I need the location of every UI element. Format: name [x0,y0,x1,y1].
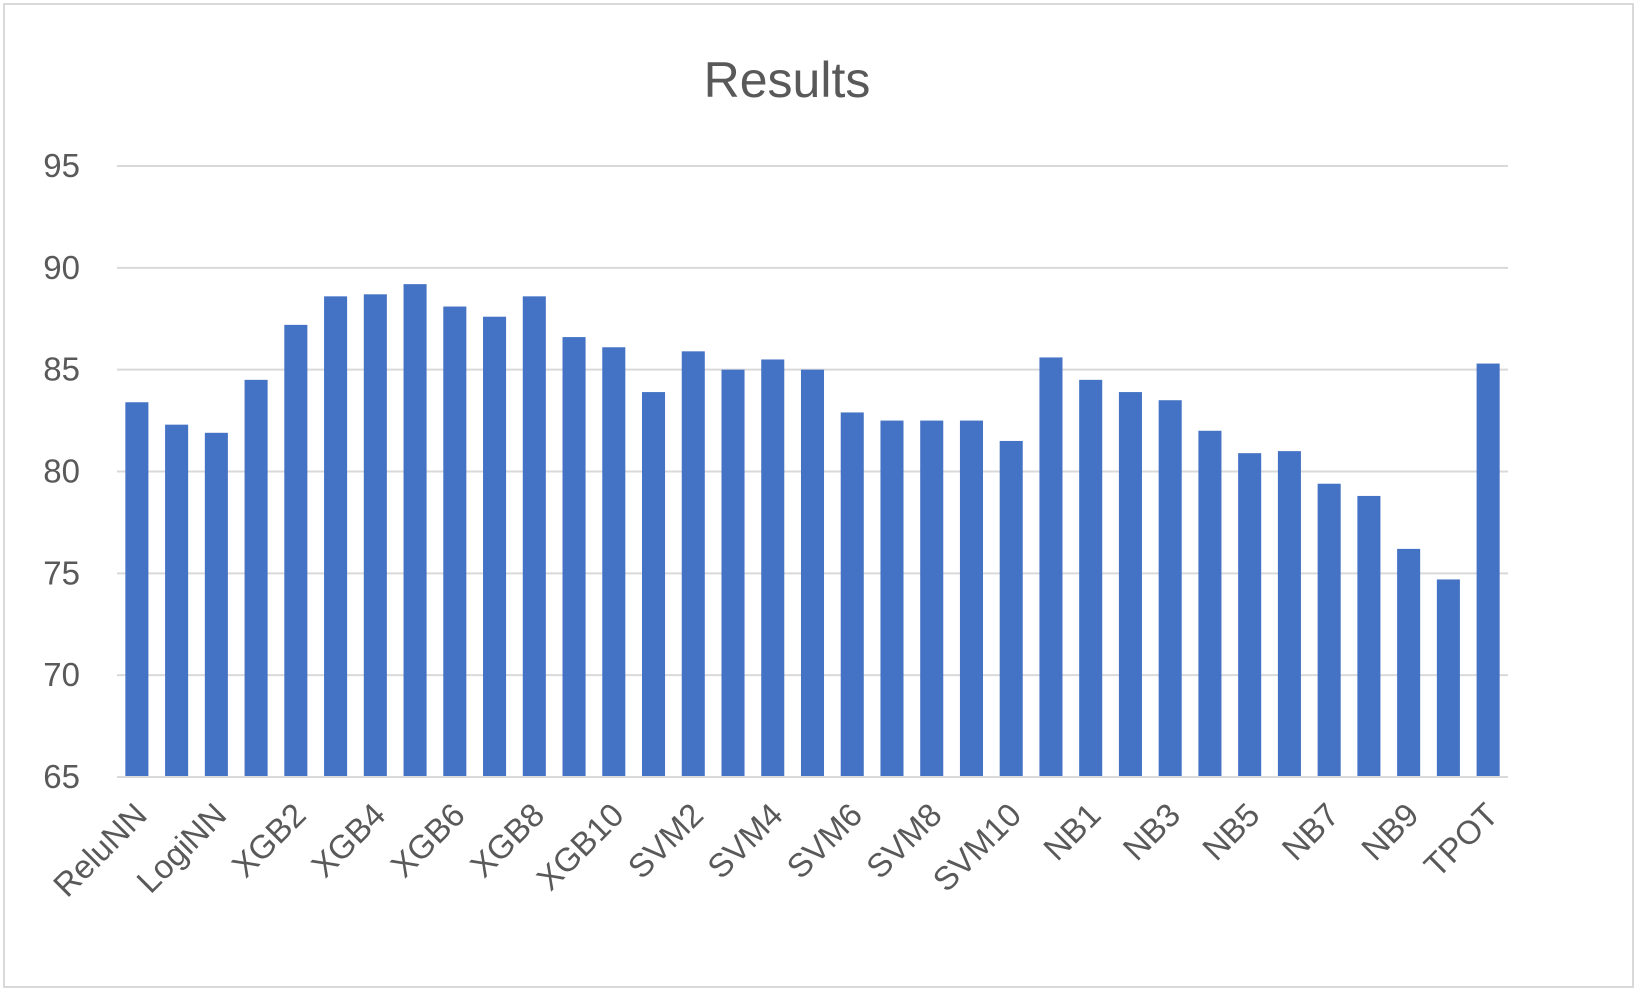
bar [204,432,228,777]
bar [1079,379,1103,777]
y-tick-label: 80 [43,453,80,490]
chart-title: Results [704,52,871,108]
bar [1198,430,1222,777]
bar [959,420,983,777]
bar [1476,363,1500,777]
bar [920,420,944,777]
bar [125,402,149,777]
x-tick-label: XGB2 [224,796,312,884]
bar [244,379,268,777]
bars [125,284,1500,777]
bar [1039,357,1063,777]
x-tick-label: XGB10 [529,796,630,897]
bar [800,369,825,777]
x-tick-label: NB1 [1036,796,1108,868]
bar [562,337,586,777]
bar [284,324,308,777]
bar [443,306,467,777]
x-tick-label: SVM6 [779,796,869,886]
x-tick-label: ReluNN [46,796,154,904]
bar [602,347,626,777]
bar [1277,451,1301,777]
x-tick-label: SVM4 [700,796,790,886]
bar [324,296,348,777]
bar [999,440,1023,777]
x-tick-label: XGB4 [304,796,392,884]
x-tick-label: XGB6 [383,796,471,884]
x-tick-label: NB3 [1116,796,1188,868]
bar [840,412,864,777]
bar [1397,548,1421,777]
bar [363,294,387,777]
x-tick-label: SVM10 [925,796,1028,899]
bar [642,392,666,777]
bar [721,369,745,777]
bar [1317,483,1341,777]
bar [1238,453,1262,777]
bar [880,420,904,777]
bar [1357,495,1381,777]
x-tick-label: NB5 [1195,796,1267,868]
bar [1158,400,1182,777]
x-tick-label: LogiNN [129,796,233,900]
y-tick-label: 70 [43,656,80,693]
x-tick-label: NB9 [1354,796,1426,868]
y-tick-label: 65 [43,758,80,795]
y-tick-label: 85 [43,351,80,388]
y-tick-label: 95 [43,147,80,184]
bar [1436,579,1460,777]
y-axis-tick-labels: 65 70 75 80 85 90 95 [43,147,80,795]
x-axis-tick-labels: ReluNNLogiNNXGB2XGB4XGB6XGB8XGB10SVM2SVM… [46,796,1505,904]
x-tick-label: SVM2 [621,796,711,886]
y-tick-label: 90 [43,249,80,286]
bar [522,296,546,777]
bar [483,316,507,777]
bar [681,351,705,777]
bar [1118,392,1142,777]
bar [403,284,427,777]
bar [761,359,785,777]
y-tick-label: 75 [43,554,80,591]
x-tick-label: NB7 [1275,796,1347,868]
chart-frame: Results 65 70 75 80 85 90 95 ReluNN LogiNN XGB2 X… [3,3,1634,988]
bar [165,424,189,777]
x-tick-label: TPOT [1417,796,1505,884]
